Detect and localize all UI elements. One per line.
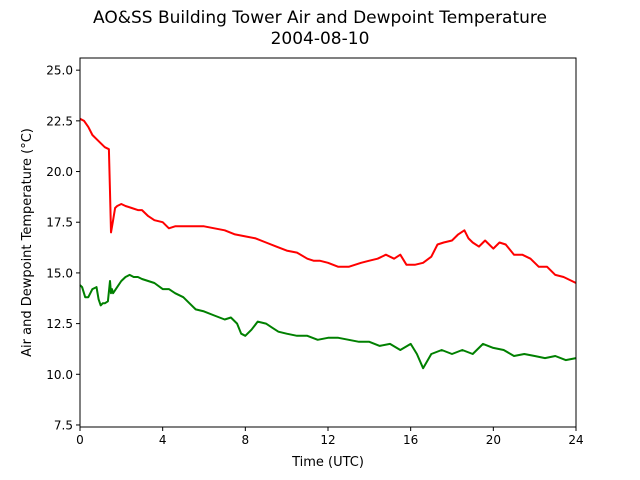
x-tick-label: 12 — [320, 433, 335, 447]
y-tick-label: 7.5 — [54, 418, 73, 432]
y-tick-label: 22.5 — [46, 114, 73, 128]
x-tick-label: 20 — [486, 433, 501, 447]
y-tick-label: 15.0 — [46, 266, 73, 280]
x-axis: 0 4 8 12 16 20 24 — [76, 427, 584, 447]
x-tick-label: 24 — [568, 433, 583, 447]
x-tick-label: 8 — [242, 433, 250, 447]
chart-subtitle: 2004-08-10 — [270, 29, 370, 49]
y-tick-label: 10.0 — [46, 368, 73, 382]
series-line-0 — [79, 117, 577, 284]
y-tick-label: 17.5 — [46, 216, 73, 230]
y-axis: 7.5 10.0 12.5 15.0 17.5 20.0 22.5 25.0 — [46, 64, 80, 432]
chart-title: AO&SS Building Tower Air and Dewpoint Te… — [92, 8, 547, 28]
x-axis-label: Time (UTC) — [291, 455, 364, 470]
y-tick-label: 25.0 — [46, 64, 73, 78]
y-tick-label: 20.0 — [46, 165, 73, 179]
y-tick-label: 12.5 — [46, 317, 73, 331]
x-tick-label: 4 — [159, 433, 167, 447]
x-tick-label: 16 — [403, 433, 418, 447]
series-layer — [79, 117, 577, 370]
series-line-1 — [79, 273, 577, 370]
y-axis-label: Air and Dewpoint Temperature (°C) — [20, 128, 35, 357]
x-tick-label: 0 — [76, 433, 84, 447]
